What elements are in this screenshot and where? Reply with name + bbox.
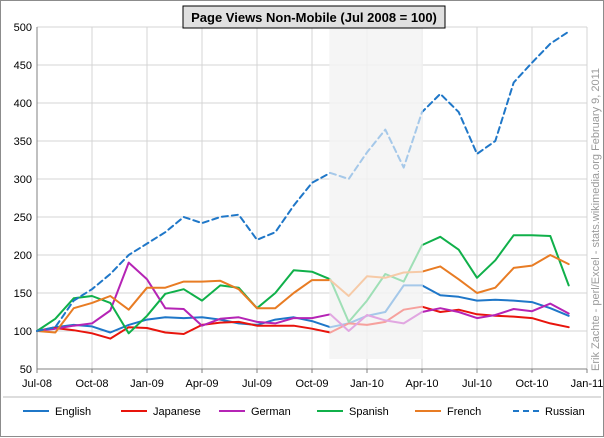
series-line-french	[36, 254, 570, 334]
y-axis-ticks: 50 100 150 200 250 300 350 400 450 500	[14, 22, 32, 376]
title-box	[182, 5, 446, 29]
series-line-english	[36, 284, 570, 334]
legend-label-french: French	[447, 406, 481, 418]
side-note: Erik Zachte - perl/Excel - stats.wikimed…	[590, 68, 602, 371]
series-lines	[36, 30, 570, 340]
x-tick-label: Jan-10	[350, 378, 384, 390]
x-tick-label: Jul-10	[462, 378, 492, 390]
y-tick-label: 200	[14, 250, 32, 262]
chart-title: Page Views Non-Mobile (Jul 2008 = 100)	[182, 5, 446, 29]
legend-label-german: German	[251, 406, 291, 418]
x-tick-label: Jul-09	[242, 378, 272, 390]
x-axis-ticks: Jul-08 Oct-08 Jan-09 Apr-09 Jul-09 Oct-09 Jan-…	[22, 369, 603, 390]
x-tick-label: Jan-09	[130, 378, 164, 390]
series-line-russian	[36, 30, 570, 332]
x-tick-label: Oct-09	[295, 378, 328, 390]
fade-overlay	[329, 27, 423, 359]
x-tick-label: Apr-10	[405, 378, 438, 390]
title-text: Page Views Non-Mobile (Jul 2008 = 100)	[191, 10, 437, 25]
y-tick-label: 450	[14, 60, 32, 72]
y-tick-label: 150	[14, 288, 32, 300]
y-tick-label: 500	[14, 22, 32, 34]
x-tick-label: Jul-08	[22, 378, 52, 390]
series-line-spanish	[36, 234, 570, 335]
legend-label-russian: Russian	[545, 406, 585, 418]
y-tick-label: 250	[14, 212, 32, 224]
x-tick-label: Apr-09	[185, 378, 218, 390]
y-tick-label: 50	[20, 364, 32, 376]
x-tick-label: Oct-08	[75, 378, 108, 390]
x-tick-label: Oct-10	[515, 378, 548, 390]
legend-label-spanish: Spanish	[349, 406, 389, 418]
y-tick-label: 350	[14, 136, 32, 148]
y-tick-label: 300	[14, 174, 32, 186]
legend-label-japanese: Japanese	[153, 406, 201, 418]
legend-label-english: English	[55, 406, 91, 418]
series-line-german	[36, 261, 570, 332]
x-tick-label: Jan-11	[571, 378, 604, 390]
legend: English Japanese German Spanish French Russia…	[23, 406, 585, 418]
y-tick-label: 100	[14, 326, 32, 338]
y-tick-label: 400	[14, 98, 32, 110]
